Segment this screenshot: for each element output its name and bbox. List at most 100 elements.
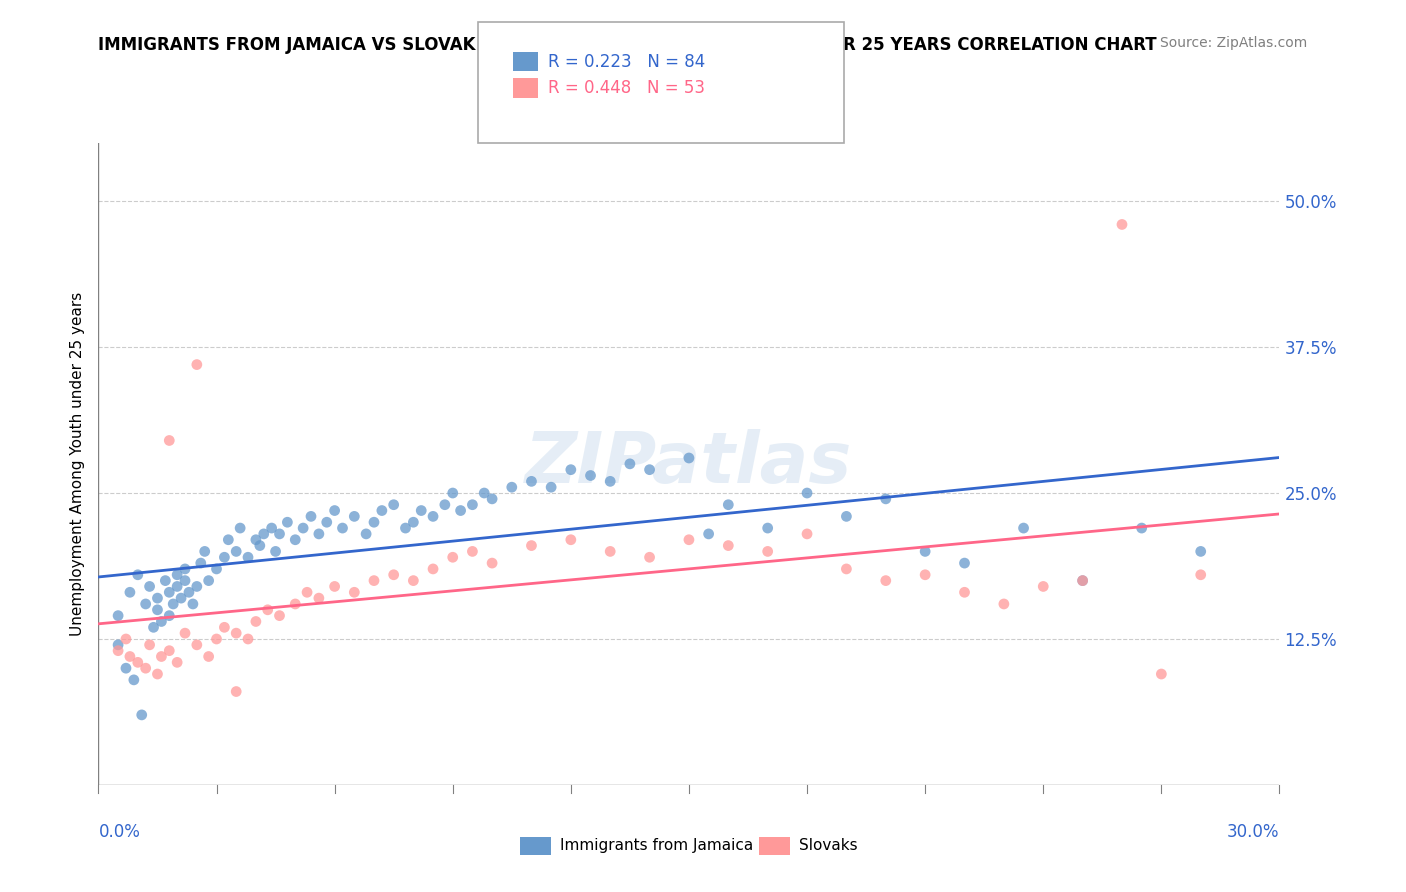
- Point: [194, 544, 217, 558]
- Point: [214, 620, 236, 634]
- Point: [472, 486, 495, 500]
- Point: [249, 539, 271, 553]
- Point: [796, 527, 818, 541]
- Point: [122, 673, 145, 687]
- Point: [157, 643, 180, 657]
- Point: [560, 463, 582, 477]
- Point: [332, 521, 354, 535]
- Point: [135, 661, 157, 675]
- Point: [433, 498, 456, 512]
- Point: [461, 498, 484, 512]
- Point: [481, 491, 503, 506]
- Point: [115, 661, 138, 675]
- Point: [1071, 574, 1094, 588]
- Point: [245, 615, 267, 629]
- Point: [186, 358, 208, 372]
- Point: [461, 544, 484, 558]
- Point: [323, 579, 346, 593]
- Point: [756, 521, 779, 535]
- Point: [953, 556, 976, 570]
- Point: [835, 509, 858, 524]
- Point: [146, 667, 169, 681]
- Point: [205, 562, 228, 576]
- Point: [177, 585, 200, 599]
- Point: [520, 475, 543, 489]
- Point: [150, 649, 173, 664]
- Point: [835, 562, 858, 576]
- Point: [138, 638, 160, 652]
- Point: [236, 550, 259, 565]
- Point: [186, 579, 208, 593]
- Point: [162, 597, 184, 611]
- Point: [138, 579, 160, 593]
- Point: [560, 533, 582, 547]
- Point: [540, 480, 562, 494]
- Point: [308, 527, 330, 541]
- Point: [382, 498, 405, 512]
- Text: Source: ZipAtlas.com: Source: ZipAtlas.com: [1160, 36, 1308, 50]
- Point: [1150, 667, 1173, 681]
- Point: [441, 486, 464, 500]
- Point: [107, 638, 129, 652]
- Point: [186, 638, 208, 652]
- Point: [875, 574, 897, 588]
- Text: 30.0%: 30.0%: [1227, 823, 1279, 841]
- Point: [295, 585, 318, 599]
- Point: [181, 597, 204, 611]
- Point: [127, 656, 149, 670]
- Point: [157, 585, 180, 599]
- Point: [155, 574, 177, 588]
- Point: [253, 527, 276, 541]
- Text: Immigrants from Jamaica: Immigrants from Jamaica: [560, 838, 752, 853]
- Point: [284, 597, 307, 611]
- Point: [150, 615, 173, 629]
- Point: [422, 562, 444, 576]
- Point: [264, 544, 287, 558]
- Point: [411, 503, 433, 517]
- Point: [450, 503, 472, 517]
- Point: [146, 591, 169, 606]
- Point: [520, 539, 543, 553]
- Point: [157, 434, 180, 448]
- Point: [1111, 218, 1133, 232]
- Point: [363, 574, 385, 588]
- Text: Slovaks: Slovaks: [799, 838, 858, 853]
- Point: [197, 574, 219, 588]
- Point: [599, 475, 621, 489]
- Point: [441, 550, 464, 565]
- Y-axis label: Unemployment Among Youth under 25 years: Unemployment Among Youth under 25 years: [69, 292, 84, 636]
- Point: [229, 521, 252, 535]
- Point: [170, 591, 193, 606]
- Point: [382, 567, 405, 582]
- Point: [236, 632, 259, 646]
- Point: [315, 515, 337, 529]
- Point: [394, 521, 416, 535]
- Point: [796, 486, 818, 500]
- Point: [1189, 567, 1212, 582]
- Point: [107, 608, 129, 623]
- Point: [599, 544, 621, 558]
- Point: [256, 603, 278, 617]
- Point: [225, 684, 247, 698]
- Point: [914, 567, 936, 582]
- Point: [1012, 521, 1035, 535]
- Point: [638, 550, 661, 565]
- Text: 0.0%: 0.0%: [98, 823, 141, 841]
- Point: [354, 527, 377, 541]
- Point: [269, 608, 291, 623]
- Point: [1189, 544, 1212, 558]
- Point: [579, 468, 602, 483]
- Point: [115, 632, 138, 646]
- Point: [308, 591, 330, 606]
- Text: ZIPatlas: ZIPatlas: [526, 429, 852, 499]
- Point: [619, 457, 641, 471]
- Point: [343, 509, 366, 524]
- Point: [717, 498, 740, 512]
- Point: [174, 562, 197, 576]
- Point: [678, 533, 700, 547]
- Point: [214, 550, 236, 565]
- Point: [276, 515, 298, 529]
- Point: [166, 567, 188, 582]
- Point: [756, 544, 779, 558]
- Point: [174, 574, 197, 588]
